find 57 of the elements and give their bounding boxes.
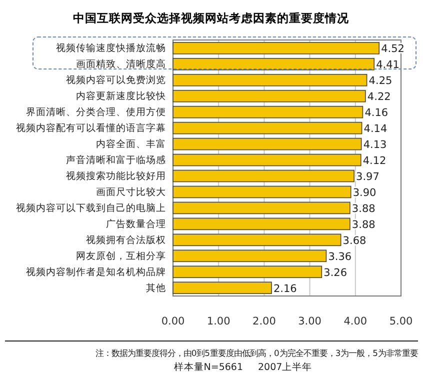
bar (172, 74, 368, 86)
data-label: 3.88 (352, 202, 376, 215)
text: 样本量N=5661 (174, 361, 243, 373)
bar (172, 122, 362, 134)
x-tick-label: 0.00 (161, 315, 185, 328)
y-tick-label: 其他 (146, 282, 166, 294)
data-label: 3.26 (324, 266, 348, 279)
bar (172, 58, 374, 70)
data-label: 2.16 (273, 282, 298, 295)
data-label: 3.88 (352, 218, 376, 231)
bar (172, 218, 350, 230)
x-tick-label: 5.00 (389, 315, 413, 328)
y-tick-label: 广告数量合理 (106, 218, 166, 230)
bar (172, 234, 342, 246)
data-label: 3.36 (328, 250, 352, 263)
x-tick-label: 2.00 (252, 315, 276, 328)
text: 注：数据为重要度得分，由0到5重要度由低到高，0为完全不重要，3为一般，5为非常重要 (95, 348, 418, 358)
x-tick-label: 1.00 (206, 315, 230, 328)
data-label: 4.25 (368, 75, 392, 88)
y-tick-label: 画面精致、清晰度高 (76, 58, 166, 70)
bar (172, 42, 380, 54)
y-tick-label: 视频内容可以免费浏览 (66, 74, 166, 86)
y-tick-label: 视频拥有合法版权 (86, 234, 166, 246)
y-tick-label: 视频内容制作者是知名机构品牌 (26, 266, 166, 278)
bar (172, 186, 352, 198)
text: 2007上半年 (258, 361, 312, 373)
data-label: 4.41 (376, 59, 400, 72)
data-label: 4.16 (364, 107, 388, 120)
y-tick-label: 画面尺寸比较大 (96, 186, 166, 198)
data-label: 3.90 (352, 186, 376, 199)
data-label: 3.97 (356, 170, 380, 183)
data-label: 3.68 (342, 234, 366, 247)
bar (172, 202, 350, 214)
y-tick-label: 内容全面、丰富 (96, 138, 166, 150)
data-label: 4.13 (363, 139, 387, 152)
y-tick-label: 视频内容配有可以看懂的语言字幕 (16, 122, 166, 134)
bar (172, 266, 322, 278)
y-tick-label: 视频内容可以下载到自己的电脑上 (16, 202, 166, 214)
bar (172, 282, 272, 294)
bar (172, 170, 354, 182)
y-tick-label: 视频搜索功能比较好用 (66, 170, 166, 182)
data-label: 4.22 (367, 91, 391, 104)
bar (172, 250, 327, 262)
x-tick-label: 3.00 (298, 315, 322, 328)
y-tick-label: 视频传输速度快播放流畅 (56, 42, 166, 54)
data-label: 4.12 (362, 155, 386, 168)
data-label: 4.14 (364, 123, 388, 136)
bar (172, 106, 364, 118)
x-tick-label: 4.00 (344, 315, 368, 328)
y-tick-label: 网友原创，互相分享 (76, 250, 166, 262)
bar (172, 138, 362, 150)
chart-title: 中国互联网受众选择视频网站考虑因素的重要度情况 (73, 11, 350, 25)
bar (172, 154, 362, 166)
y-tick-label: 界面清晰、分类合理、使用方便 (26, 106, 166, 118)
y-tick-label: 声音清晰和富于临场感 (66, 154, 166, 166)
y-tick-label: 内容更新速度比较快 (76, 90, 166, 102)
bar (172, 90, 366, 102)
